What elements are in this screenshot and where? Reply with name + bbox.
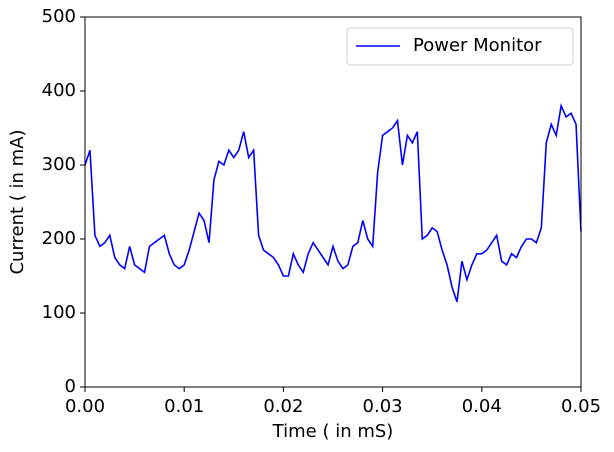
- x-tick-label: 0.05: [561, 396, 601, 417]
- legend-box: [346, 27, 574, 66]
- y-tick-label: 300: [42, 154, 76, 175]
- plot-frame: [84, 16, 582, 388]
- x-tick-label: 0.02: [263, 396, 303, 417]
- x-tick-label: 0.00: [65, 396, 105, 417]
- data-line: [84, 103, 582, 303]
- x-tick-label: 0.03: [363, 396, 403, 417]
- y-tick-label: 500: [42, 6, 76, 27]
- y-tick-label: 100: [42, 302, 76, 323]
- legend-label: Power Monitor: [413, 35, 542, 56]
- y-tick-label: 0: [65, 376, 76, 397]
- y-tick-label: 400: [42, 80, 76, 101]
- y-tick-label: 200: [42, 228, 76, 249]
- x-tick-label: 0.01: [164, 396, 204, 417]
- y-axis-label: Current ( in mA): [7, 129, 28, 274]
- x-tick-label: 0.04: [462, 396, 502, 417]
- x-axis-label: Time ( in mS): [272, 421, 394, 442]
